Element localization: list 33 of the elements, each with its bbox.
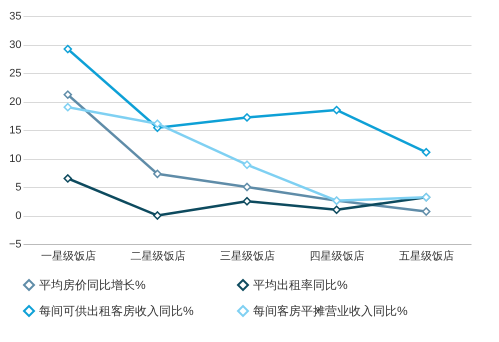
point	[242, 113, 252, 122]
x-tick-label: 一星级饭店	[40, 250, 96, 262]
point	[422, 148, 430, 157]
x-tick-label: 五星级饭店	[399, 250, 454, 262]
y-tick-label: 20	[9, 96, 22, 108]
y-tick-label: −5	[8, 238, 22, 250]
point	[153, 211, 162, 220]
legend-label: 每间客房平摊营业收入同比%	[253, 304, 408, 318]
point	[64, 174, 72, 183]
y-tick-label: 0	[15, 210, 22, 222]
point	[332, 106, 341, 114]
legend-label: 每间可供出租客房收入同比%	[39, 304, 194, 318]
y-tick-label: 35	[9, 10, 22, 22]
point	[242, 182, 252, 192]
legend-label: 平均出租率同比%	[253, 278, 348, 292]
point	[153, 170, 162, 178]
point	[153, 119, 162, 128]
point	[422, 207, 430, 216]
y-tick-label: 5	[15, 182, 22, 194]
y-tick-label: 25	[9, 68, 22, 80]
point	[64, 44, 72, 54]
point	[64, 102, 72, 112]
point	[242, 160, 252, 170]
y-tick-label: 10	[9, 153, 22, 165]
legend-label: 平均房价同比增长%	[39, 278, 146, 292]
x-tick-label: 三星级饭店	[220, 250, 275, 262]
x-tick-label: 二星级饭店	[130, 250, 186, 262]
point	[242, 196, 252, 206]
y-tick-label: 15	[9, 124, 22, 136]
point	[332, 206, 341, 214]
y-tick-label: 30	[9, 39, 22, 51]
x-tick-label: 四星级饭店	[310, 250, 365, 262]
point	[64, 90, 72, 99]
